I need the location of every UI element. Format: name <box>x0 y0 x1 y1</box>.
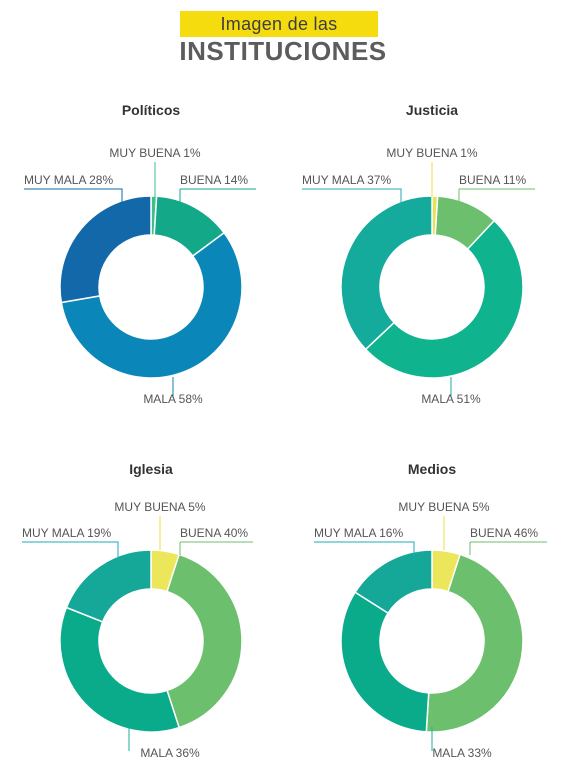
donut-chart-medios: Medios MUY BUENA 5% BUENA 46% MALA 33% MUY M… <box>314 461 547 760</box>
slice-mala <box>60 231 243 379</box>
data-label-mala: MALA 36% <box>140 746 200 760</box>
data-label-muy-mala: MUY MALA 19% <box>22 526 111 540</box>
data-label-mala: MALA 58% <box>143 392 203 406</box>
chart-title: Políticos <box>122 102 181 118</box>
page-subtitle: Imagen de las <box>220 14 338 34</box>
leader-line-muy-mala <box>314 541 415 560</box>
slice-buena <box>425 553 524 733</box>
data-label-muy-mala: MUY MALA 37% <box>302 173 391 187</box>
donut-chart-justicia: Justicia MUY BUENA 1% BUENA 11% MALA 51% MUY… <box>302 102 535 406</box>
leader-line-muy-mala <box>22 541 119 560</box>
slice-muy-mala <box>59 195 152 304</box>
data-label-buena: BUENA 40% <box>180 526 248 540</box>
data-label-muy-buena: MUY BUENA 5% <box>398 500 489 514</box>
data-label-muy-buena: MUY BUENA 1% <box>386 146 477 160</box>
chart-title: Medios <box>408 461 456 477</box>
subtitle-highlight <box>180 11 378 37</box>
slice-mala <box>340 591 430 733</box>
slice-mala <box>364 219 524 379</box>
slice-muy-mala <box>354 549 433 615</box>
chart-title: Iglesia <box>129 461 173 477</box>
chart-title: Justicia <box>406 102 458 118</box>
leader-line-muy-mala <box>24 188 123 210</box>
data-label-muy-mala: MUY MALA 28% <box>24 173 113 187</box>
donut-chart-politicos: Políticos MUY BUENA 1% BUENA 14% MALA 58% MU… <box>24 102 256 406</box>
data-label-mala: MALA 33% <box>432 746 492 760</box>
data-label-muy-buena: MUY BUENA 1% <box>109 146 200 160</box>
data-label-buena: BUENA 11% <box>459 173 526 187</box>
slice-muy-mala <box>65 549 152 623</box>
data-label-muy-mala: MUY MALA 16% <box>314 526 403 540</box>
data-label-buena: BUENA 14% <box>180 173 248 187</box>
page-header: Imagen de las INSTITUCIONES <box>0 8 566 68</box>
donut-chart-iglesia: Iglesia MUY BUENA 5% BUENA 40% MALA 36% MUY … <box>22 461 253 760</box>
data-label-muy-buena: MUY BUENA 5% <box>114 500 205 514</box>
leader-line-muy-mala <box>302 188 402 205</box>
data-label-buena: BUENA 46% <box>470 526 538 540</box>
slice-buena <box>166 553 243 729</box>
data-label-mala: MALA 51% <box>421 392 481 406</box>
page-title: INSTITUCIONES <box>179 36 387 66</box>
slice-mala <box>59 606 181 733</box>
slice-muy-mala <box>340 195 433 351</box>
